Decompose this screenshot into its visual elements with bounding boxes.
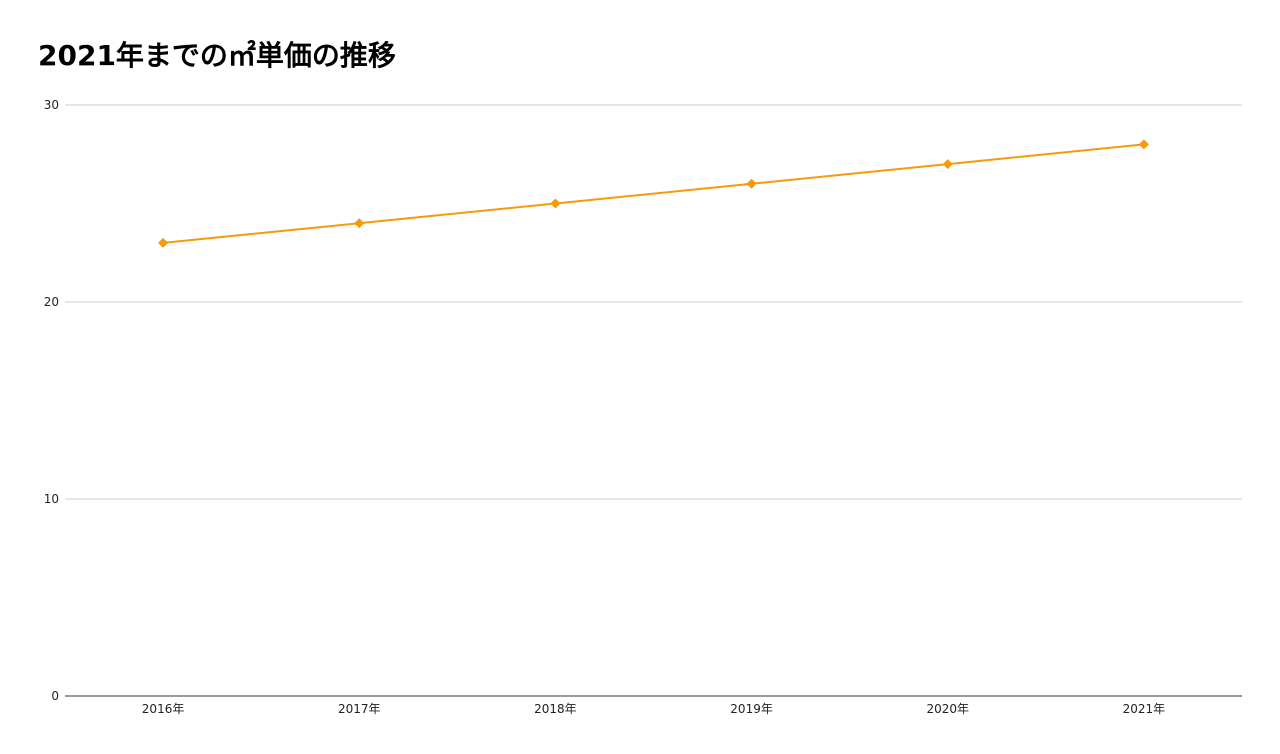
- y-tick-label: 20: [44, 295, 59, 309]
- y-tick-labels: 0 10 20 30: [44, 98, 59, 703]
- data-point-marker: [158, 237, 169, 248]
- gridlines: [65, 104, 1242, 500]
- x-tick-labels: 2016年 2017年 2018年 2019年 2020年 2021年: [142, 702, 1165, 716]
- y-tick-label: 30: [44, 98, 59, 112]
- x-tick-label: 2019年: [730, 702, 773, 716]
- data-point-marker: [550, 198, 561, 209]
- series-line-group: [162, 143, 1145, 244]
- data-point-marker: [942, 159, 953, 170]
- x-tick-label: 2017年: [338, 702, 381, 716]
- data-point-marker: [1138, 139, 1149, 150]
- data-markers: [158, 139, 1149, 248]
- y-tick-label: 10: [44, 492, 59, 506]
- chart-title: 2021年までの㎡単価の推移: [38, 39, 396, 72]
- x-tick-label: 2020年: [926, 702, 969, 716]
- data-point-marker: [746, 178, 757, 189]
- data-point-marker: [354, 218, 365, 229]
- x-tick-label: 2018年: [534, 702, 577, 716]
- series-line: [162, 143, 1145, 244]
- y-tick-label: 0: [51, 689, 59, 703]
- x-tick-label: 2021年: [1123, 702, 1166, 716]
- x-tick-label: 2016年: [142, 702, 185, 716]
